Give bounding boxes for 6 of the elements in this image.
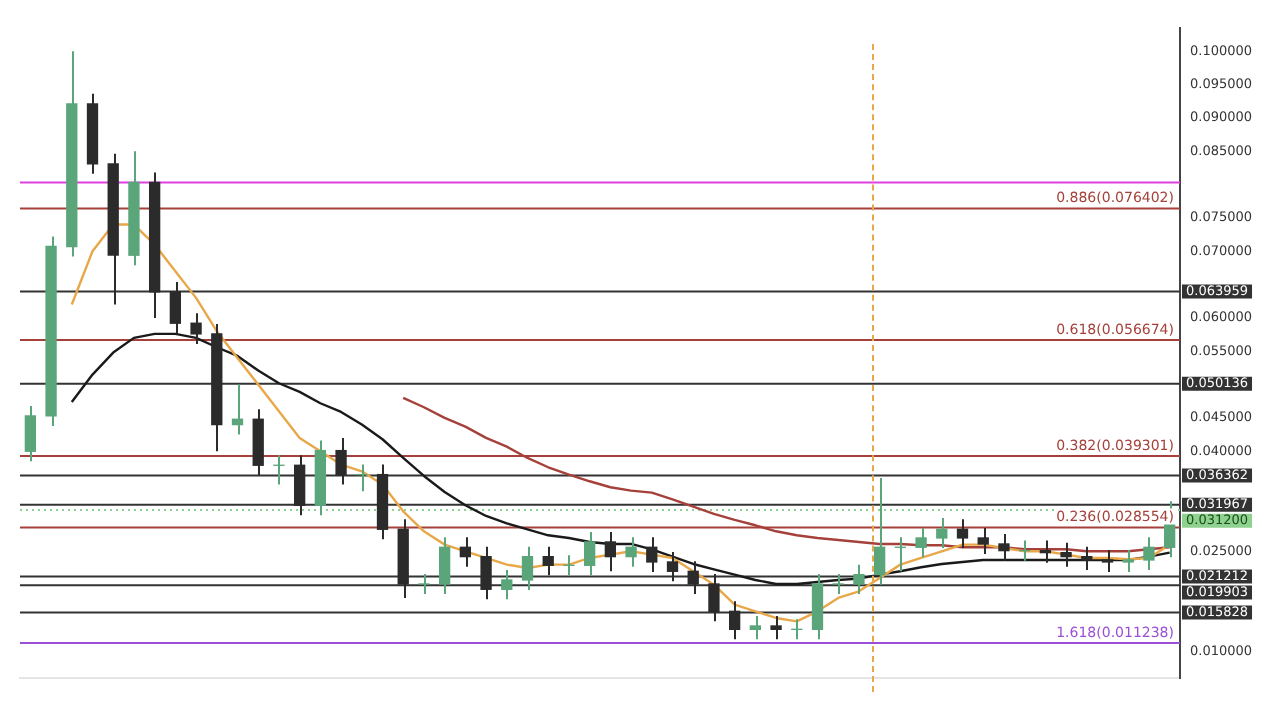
candlestick xyxy=(853,563,865,595)
candlestick xyxy=(1101,548,1114,573)
candlestick xyxy=(1122,548,1134,573)
candlestick xyxy=(915,526,927,559)
candlestick xyxy=(418,572,430,595)
candlestick xyxy=(832,572,844,595)
